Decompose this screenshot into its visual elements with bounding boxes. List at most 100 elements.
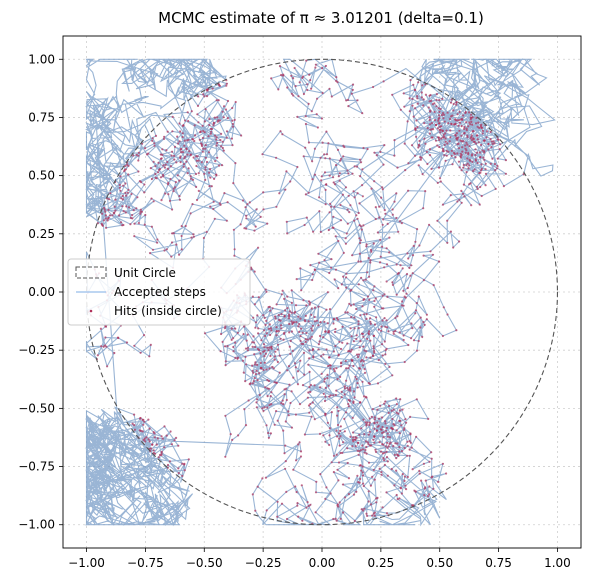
hit-point — [398, 432, 401, 435]
hit-point — [416, 97, 419, 100]
y-tick-label: −0.75 — [18, 460, 55, 474]
hit-point — [149, 343, 152, 346]
hit-point — [456, 119, 459, 122]
hit-point — [381, 425, 384, 429]
hit-point — [284, 309, 287, 312]
hit-point — [337, 432, 341, 435]
hit-point — [257, 246, 260, 249]
hit-point — [356, 192, 359, 195]
hit-point — [329, 367, 332, 370]
hit-point — [391, 428, 394, 431]
hit-point — [419, 326, 422, 329]
hit-point — [313, 320, 317, 323]
hit-point — [461, 150, 464, 153]
hit-point — [217, 83, 221, 86]
hit-point — [186, 172, 189, 175]
hit-point — [156, 241, 159, 244]
hit-point — [276, 348, 279, 351]
hit-point — [133, 344, 136, 347]
hit-point — [231, 106, 234, 110]
hit-point — [320, 355, 323, 358]
hit-point — [490, 146, 493, 149]
hit-point — [279, 337, 282, 340]
hit-point — [202, 147, 205, 150]
x-tick-label: 0.00 — [309, 556, 336, 570]
hit-point — [299, 335, 302, 338]
hit-point — [419, 158, 422, 161]
hit-point — [252, 335, 255, 338]
hit-point — [407, 257, 410, 260]
hit-point — [136, 196, 139, 199]
hit-point — [440, 125, 443, 128]
hit-point — [286, 295, 289, 298]
legend-label-unit-circle: Unit Circle — [114, 266, 176, 280]
hit-point — [270, 329, 273, 332]
hit-point — [469, 182, 472, 185]
hit-point — [200, 161, 203, 164]
hit-point — [451, 163, 454, 166]
hit-point — [131, 214, 134, 217]
hit-point — [406, 252, 409, 255]
hit-point — [288, 315, 291, 318]
hit-point — [332, 350, 335, 353]
hit-point — [393, 453, 396, 456]
hit-point — [463, 127, 466, 130]
hit-point — [372, 85, 375, 89]
hit-point — [383, 266, 386, 269]
hit-point — [404, 418, 407, 421]
hit-point — [423, 122, 426, 125]
hit-point — [475, 185, 479, 188]
hit-point — [482, 156, 485, 159]
hit-point — [236, 331, 239, 334]
hit-point — [472, 169, 475, 173]
hit-point — [465, 127, 468, 130]
hit-point — [296, 502, 299, 505]
hit-point — [491, 142, 494, 145]
hit-point — [371, 514, 374, 517]
hit-point — [359, 340, 362, 343]
hit-point — [359, 161, 363, 164]
hit-point — [336, 406, 339, 409]
hit-point — [268, 346, 271, 349]
hit-point — [426, 127, 429, 130]
hit-point — [338, 501, 341, 504]
hit-point — [164, 192, 167, 195]
hit-point — [498, 148, 501, 151]
hit-point — [254, 509, 257, 512]
hit-point — [194, 134, 197, 137]
hit-point — [358, 224, 361, 227]
hit-point — [374, 448, 377, 451]
hit-point — [504, 159, 507, 162]
hit-point — [386, 446, 389, 449]
hit-point — [171, 115, 174, 118]
hit-point — [305, 304, 308, 307]
hit-point — [181, 462, 184, 465]
hit-point — [383, 463, 386, 466]
hit-point — [408, 440, 411, 443]
hit-point — [381, 245, 384, 248]
hit-point — [496, 157, 499, 160]
hit-point — [308, 349, 311, 352]
hit-point — [248, 201, 251, 204]
hit-point — [121, 194, 124, 198]
hit-point — [187, 119, 190, 123]
hit-point — [401, 408, 404, 411]
hit-point — [461, 192, 465, 195]
hit-point — [204, 178, 207, 181]
hit-point — [121, 198, 124, 201]
hit-point — [262, 208, 265, 211]
hit-point — [441, 129, 444, 132]
hit-point — [483, 151, 486, 154]
hit-point — [219, 350, 222, 353]
hit-point — [373, 421, 376, 424]
hit-point — [290, 390, 293, 393]
hit-point — [352, 493, 356, 496]
hit-point — [364, 448, 367, 452]
legend-swatch-hits — [89, 309, 93, 313]
hit-point — [367, 257, 370, 260]
hit-point — [189, 175, 192, 178]
hit-point — [304, 320, 307, 323]
hit-point — [150, 447, 153, 450]
hit-point — [288, 322, 291, 326]
hit-point — [156, 238, 159, 241]
